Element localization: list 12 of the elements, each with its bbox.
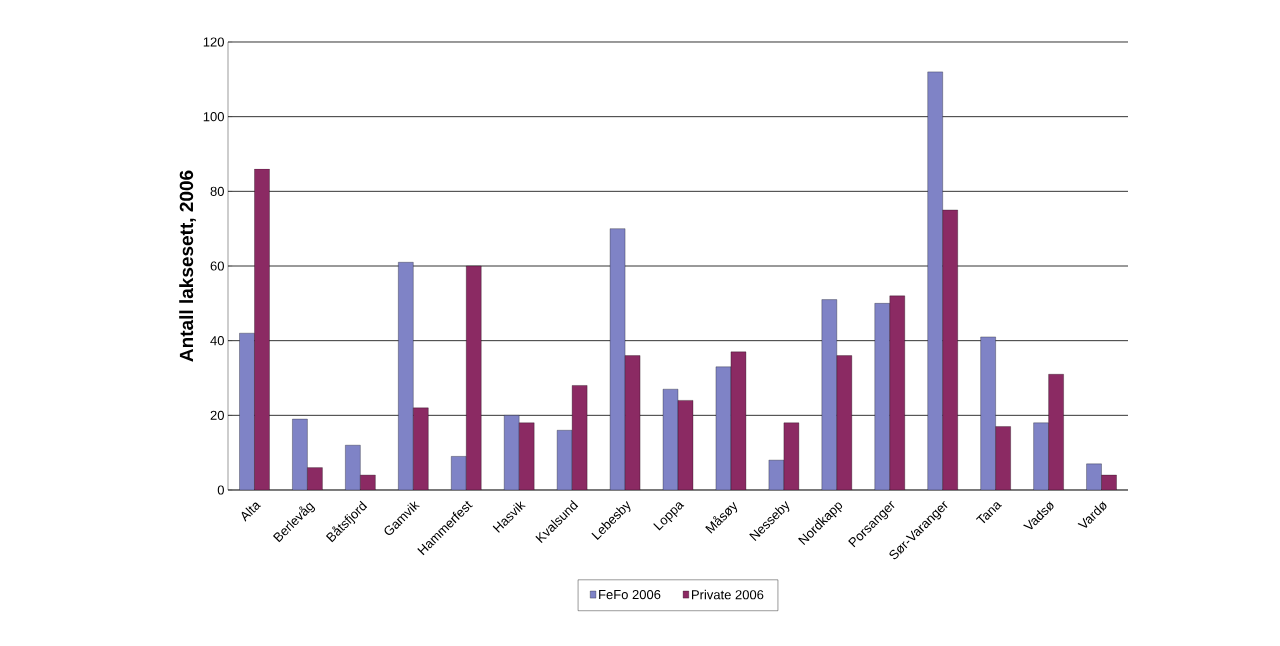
y-tick-label: 80 (210, 186, 224, 196)
x-tick-label: Alta (241, 502, 262, 522)
y-tick-label: 60 (210, 261, 224, 271)
y-tick-label: 120 (203, 37, 224, 47)
y-tick-label: 40 (210, 336, 224, 346)
legend-label: Private 2006 (692, 589, 764, 600)
y-axis-title: Antall laksesett, 2006 (179, 170, 196, 362)
y-tick-label: 0 (217, 485, 224, 495)
y-tick-label: 100 (203, 112, 224, 122)
legend-label: FeFo 2006 (599, 589, 661, 600)
x-tick-label: Tana (975, 502, 1002, 524)
y-tick-label: 20 (210, 410, 224, 420)
